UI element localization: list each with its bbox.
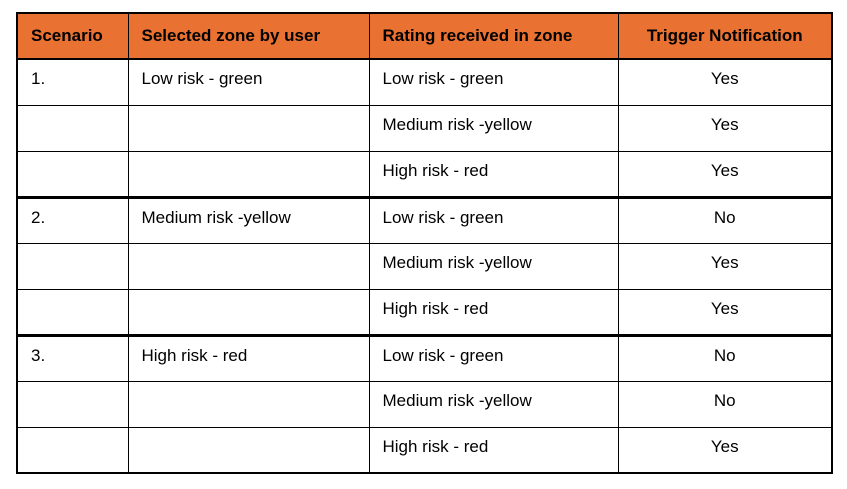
cell-scenario: [16, 426, 129, 474]
cell-rating: Medium risk -yellow: [368, 104, 619, 152]
cell-selected-zone: Low risk - green: [127, 58, 370, 106]
cell-trigger: Yes: [617, 58, 833, 106]
table-row: Medium risk -yellow Yes: [16, 104, 833, 152]
cell-trigger: Yes: [617, 242, 833, 290]
cell-scenario: [16, 380, 129, 428]
cell-rating: Low risk - green: [368, 195, 619, 244]
cell-scenario: 2.: [16, 195, 129, 244]
cell-selected-zone: [127, 104, 370, 152]
header-cell-scenario: Scenario: [16, 12, 129, 60]
cell-scenario: [16, 242, 129, 290]
cell-rating: Medium risk -yellow: [368, 242, 619, 290]
cell-rating: High risk - red: [368, 426, 619, 474]
table-row: 3. High risk - red Low risk - green No: [16, 333, 833, 382]
header-cell-trigger: Trigger Notification: [617, 12, 833, 60]
cell-rating: Medium risk -yellow: [368, 380, 619, 428]
table-row: High risk - red Yes: [16, 150, 833, 198]
cell-rating: High risk - red: [368, 150, 619, 198]
cell-selected-zone: [127, 288, 370, 336]
cell-selected-zone: Medium risk -yellow: [127, 195, 370, 244]
cell-scenario: 1.: [16, 58, 129, 106]
cell-trigger: Yes: [617, 288, 833, 336]
cell-trigger: Yes: [617, 104, 833, 152]
cell-trigger: No: [617, 380, 833, 428]
cell-rating: Low risk - green: [368, 58, 619, 106]
cell-selected-zone: [127, 380, 370, 428]
cell-rating: Low risk - green: [368, 333, 619, 382]
header-cell-rating: Rating received in zone: [368, 12, 619, 60]
cell-rating: High risk - red: [368, 288, 619, 336]
table-row: Medium risk -yellow No: [16, 380, 833, 428]
cell-selected-zone: [127, 150, 370, 198]
cell-selected-zone: [127, 426, 370, 474]
table-row: Medium risk -yellow Yes: [16, 242, 833, 290]
cell-scenario: 3.: [16, 333, 129, 382]
cell-trigger: Yes: [617, 150, 833, 198]
cell-selected-zone: [127, 242, 370, 290]
cell-selected-zone: High risk - red: [127, 333, 370, 382]
scenario-notification-table: Scenario Selected zone by user Rating re…: [16, 12, 833, 474]
table-row: 2. Medium risk -yellow Low risk - green …: [16, 195, 833, 244]
cell-trigger: Yes: [617, 426, 833, 474]
header-cell-selected-zone: Selected zone by user: [127, 12, 370, 60]
table-row: High risk - red Yes: [16, 426, 833, 474]
cell-scenario: [16, 288, 129, 336]
cell-trigger: No: [617, 333, 833, 382]
cell-trigger: No: [617, 195, 833, 244]
cell-scenario: [16, 104, 129, 152]
cell-scenario: [16, 150, 129, 198]
table-row: 1. Low risk - green Low risk - green Yes: [16, 58, 833, 106]
table-row: High risk - red Yes: [16, 288, 833, 336]
header-row: Scenario Selected zone by user Rating re…: [16, 12, 833, 60]
